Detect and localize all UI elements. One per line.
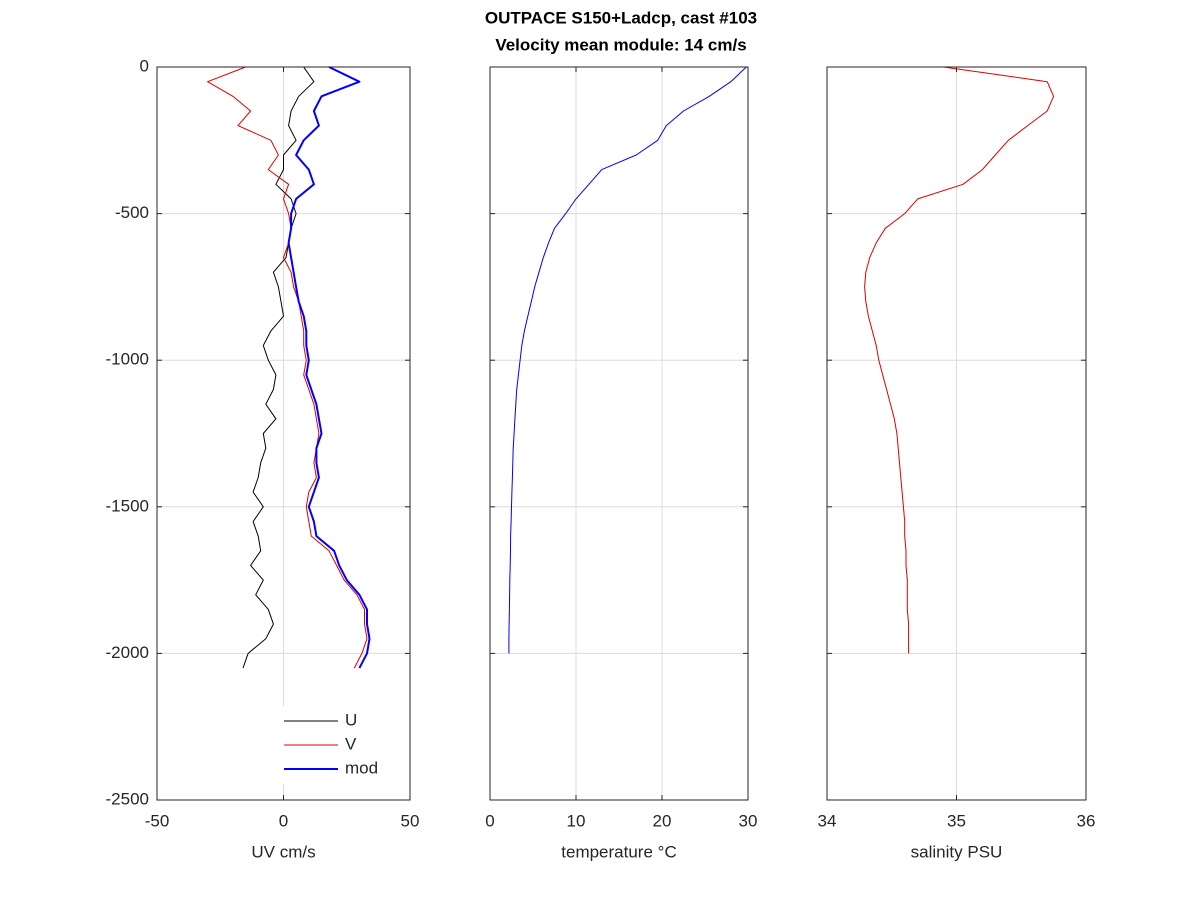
legend-label: U [345,710,357,729]
x-axis-label: salinity PSU [911,842,1003,861]
y-tick-label: -1500 [106,496,149,515]
chart-subtitle: Velocity mean module: 14 cm/s [495,35,746,54]
x-tick-label: 36 [1077,811,1096,830]
x-axis-label: temperature °C [561,842,676,861]
legend-label: mod [345,758,378,777]
x-tick-label: 50 [401,811,420,830]
x-tick-label: 35 [947,811,966,830]
y-tick-label: -2500 [106,789,149,808]
x-tick-label: 34 [818,811,837,830]
data-line [508,66,747,654]
y-tick-label: 0 [140,56,149,75]
x-tick-label: 30 [739,811,758,830]
x-axis-label: UV cm/s [251,842,315,861]
axes-box [489,66,749,801]
data-line [242,66,315,669]
axes-box [826,66,1087,801]
axes-box [156,66,411,801]
x-tick-label: 0 [279,811,288,830]
y-tick-label: -2000 [106,643,149,662]
y-tick-label: -500 [115,203,149,222]
legend-label: V [345,734,357,753]
data-line [864,66,1055,654]
data-line [287,66,371,669]
x-tick-label: -50 [145,811,170,830]
data-line [207,66,368,669]
x-tick-label: 20 [653,811,672,830]
y-tick-label: -1000 [106,350,149,369]
x-tick-label: 0 [485,811,494,830]
chart-title: OUTPACE S150+Ladcp, cast #103 [485,8,757,27]
x-tick-label: 10 [567,811,586,830]
